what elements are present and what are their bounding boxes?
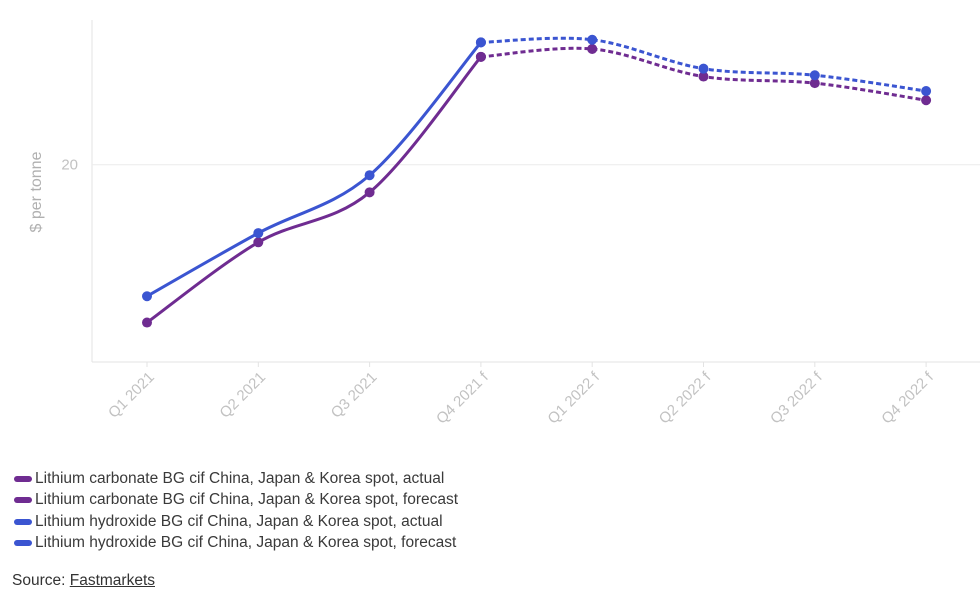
legend-swatch	[14, 518, 32, 525]
data-point	[142, 317, 152, 328]
data-point	[587, 43, 598, 54]
source-link[interactable]: Fastmarkets	[69, 572, 155, 589]
series-line	[145, 55, 483, 325]
source-note: Source: Fastmarkets	[12, 572, 155, 590]
x-tick-label: Q2 2021	[216, 369, 269, 422]
x-tick-label: Q1 2021	[105, 369, 158, 422]
data-point	[921, 86, 932, 97]
legend-item[interactable]: Lithium hydroxide BG cif China, Japan & …	[14, 533, 458, 555]
x-tick-label: Q4 2021 f	[433, 368, 492, 427]
y-axis-label: $ per tonne	[28, 151, 45, 232]
legend-item[interactable]: Lithium carbonate BG cif China, Japan & …	[14, 468, 458, 490]
source-prefix: Source:	[12, 572, 70, 589]
data-point	[809, 78, 820, 89]
series-line	[145, 40, 483, 298]
legend-swatch	[14, 540, 32, 547]
legend-swatch	[14, 475, 32, 482]
line-chart: 20 $ per tonne Q1 2021 Q2 2021 Q3 2021 Q4 202…	[28, 20, 980, 427]
legend-label: Lithium carbonate BG cif China, Japan & …	[35, 491, 459, 509]
legend-swatch	[14, 497, 32, 504]
data-point	[475, 37, 486, 48]
legend-label: Lithium carbonate BG cif China, Japan & …	[35, 469, 445, 487]
legend-label: Lithium hydroxide BG cif China, Japan & …	[35, 534, 457, 552]
data-point	[698, 63, 709, 74]
data-point	[921, 95, 932, 106]
x-tick-label: Q4 2022 f	[878, 368, 937, 427]
legend-label: Lithium hydroxide BG cif China, Japan & …	[35, 512, 443, 530]
x-tick-label: Q3 2022 f	[767, 368, 826, 427]
x-tick-label: Q3 2021	[328, 369, 381, 422]
x-tick-label: Q1 2022 f	[544, 368, 603, 427]
x-tick-label: Q2 2022 f	[656, 368, 715, 427]
data-point	[253, 228, 264, 239]
data-point	[142, 291, 152, 302]
data-point	[809, 70, 820, 81]
data-point	[475, 51, 486, 62]
data-point	[364, 187, 375, 198]
y-tick-label: 20	[61, 157, 78, 174]
legend-item[interactable]: Lithium hydroxide BG cif China, Japan & …	[14, 511, 458, 533]
data-point	[253, 237, 264, 248]
legend-item[interactable]: Lithium carbonate BG cif China, Japan & …	[14, 490, 458, 512]
data-point	[698, 71, 709, 82]
data-point	[364, 170, 375, 181]
legend: Lithium carbonate BG cif China, Japan & …	[14, 468, 458, 554]
data-point	[587, 34, 598, 45]
